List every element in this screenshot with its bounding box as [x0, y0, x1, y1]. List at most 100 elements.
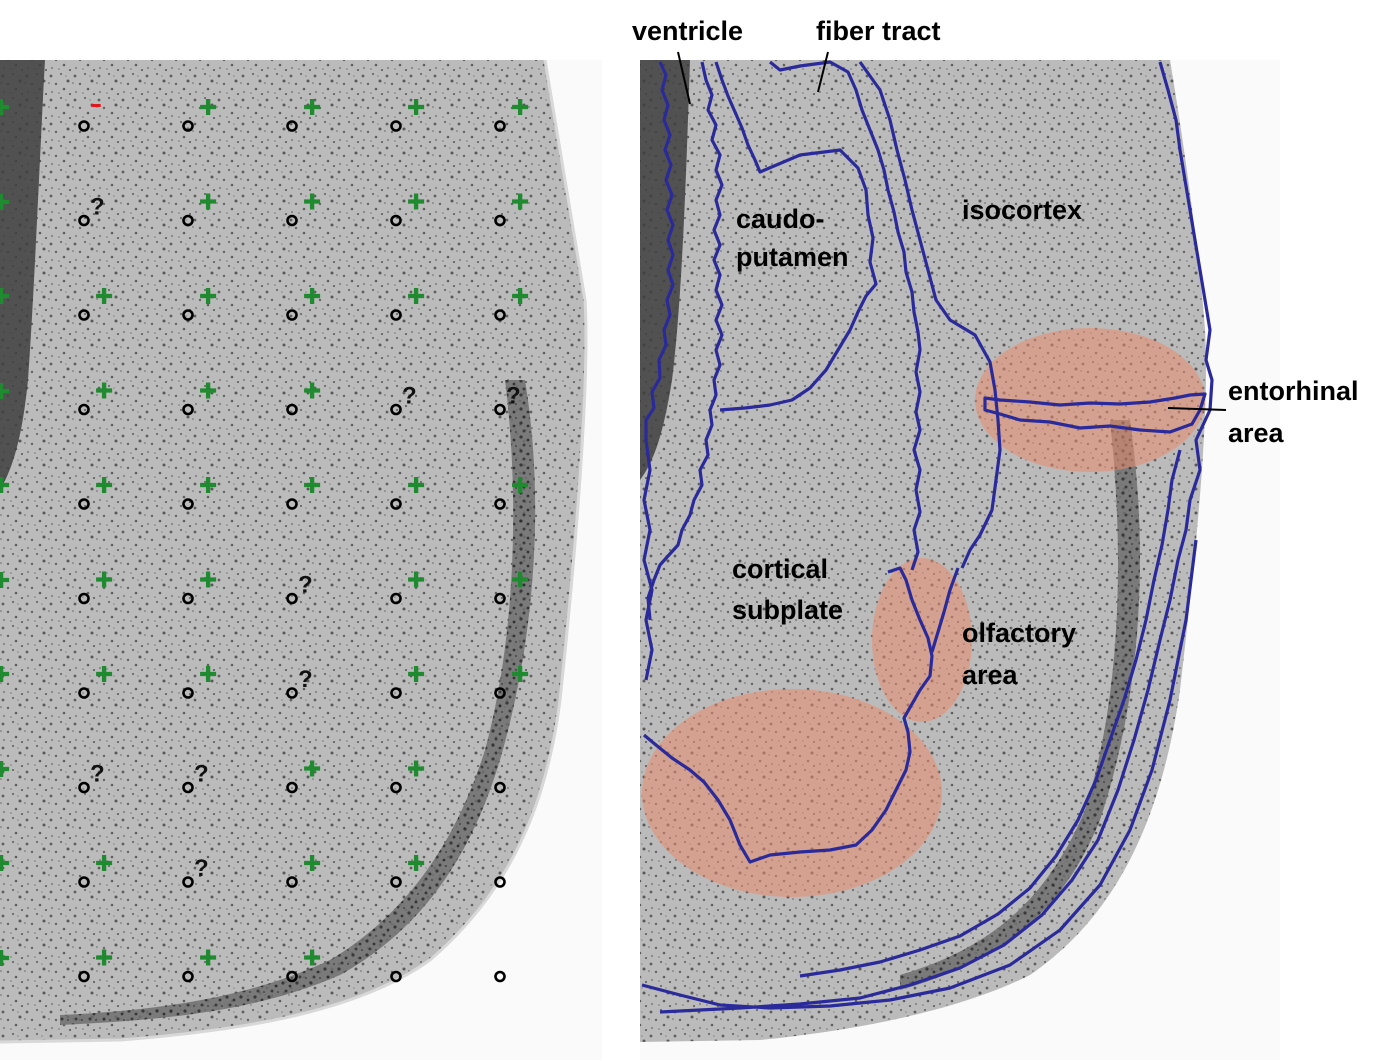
left-pial-outline: [0, 60, 588, 1044]
grid-point-circle: [286, 876, 298, 888]
plus-marker: ✚: [199, 191, 217, 216]
grid-point-circle: [182, 876, 194, 888]
left-edge-boundary: [642, 439, 654, 681]
grid-point-circle: [182, 781, 194, 794]
grid-point-circle: [286, 970, 298, 983]
fiber-tract-outer-boundary: [769, 60, 922, 571]
grid-point-circle: [286, 781, 298, 794]
plus-marker: ✚: [303, 852, 321, 877]
grid-point-circle: [78, 970, 90, 983]
olfactory-highlight: [872, 558, 972, 722]
grid-point-circle: [286, 120, 298, 132]
grid-point-circle: [78, 309, 90, 321]
olfactory-boundary: [642, 566, 934, 864]
label-caudoputamen-line2: putamen: [736, 242, 849, 272]
grid-point-circle: [286, 309, 298, 321]
plus-marker: ✚: [303, 96, 321, 121]
question-marker: ?: [194, 761, 209, 788]
edge-plus-marker: ✚: [0, 852, 10, 877]
plus-marker: ✚: [407, 96, 425, 121]
annotations: ventricle fiber tract isocortex caudo- p…: [632, 16, 1359, 690]
grid-point-circle: [494, 592, 506, 605]
grid-point-circle: [494, 687, 506, 699]
plus-marker: ✚: [95, 852, 113, 877]
grid-point-circle: [390, 214, 402, 227]
question-marker: ?: [506, 383, 521, 410]
question-marker: ?: [402, 383, 417, 410]
grid-point-circle: [494, 781, 506, 794]
grid-point-circle: [494, 309, 506, 321]
grid-point-circle: [390, 498, 402, 510]
plus-marker: ✚: [95, 474, 113, 499]
plus-marker: ✚: [511, 285, 529, 310]
isocortex-outer-boundary: [858, 61, 1002, 569]
plus-marker: ✚: [407, 569, 425, 594]
plus-marker: ✚: [407, 758, 425, 783]
plus-marker: ✚: [407, 474, 425, 499]
outer-pial-boundary: [659, 61, 1214, 1014]
grid-point-circle: [494, 970, 506, 983]
lower-pial-boundary: [641, 539, 1198, 1010]
edge-plus-marker: ✚: [0, 663, 10, 688]
grid-point-circle: [78, 403, 90, 416]
plus-marker: ✚: [95, 947, 113, 972]
plus-marker: ✚: [511, 569, 529, 594]
label-entorhinal-line2: area: [1228, 418, 1285, 448]
left-ventricle-shadow: [0, 60, 45, 490]
grid-point-circle: [390, 309, 402, 321]
plus-marker: ✚: [303, 285, 321, 310]
grid-point-circle: [182, 592, 194, 605]
cortical-subplate-highlight: [642, 689, 942, 897]
grid-point-circle: [78, 120, 90, 132]
grid-point-circle: [494, 876, 506, 888]
plus-marker: ✚: [407, 285, 425, 310]
plus-marker: ✚: [407, 852, 425, 877]
edge-plus-marker: ✚: [0, 758, 10, 783]
plus-marker: ✚: [303, 191, 321, 216]
plus-marker: ✚: [303, 758, 321, 783]
grid-point-circle: [286, 498, 298, 510]
grid-point-circle: [286, 592, 298, 605]
grid-point-circle: [78, 876, 90, 888]
minus-marker: –: [90, 90, 102, 118]
grid-point-circle: [182, 970, 194, 983]
plus-marker: ✚: [199, 663, 217, 688]
label-olfactory-line2: area: [962, 660, 1019, 690]
label-isocortex: isocortex: [962, 195, 1082, 225]
fiber-tract-inner-boundary: [646, 61, 724, 621]
grid-point-circle: [78, 592, 90, 605]
grid-point-circle: [78, 781, 90, 794]
question-marker: ?: [90, 761, 105, 788]
plus-marker: ✚: [303, 380, 321, 405]
plus-marker: ✚: [199, 380, 217, 405]
region-boundaries: [641, 60, 1214, 1014]
plus-marker: ✚: [95, 569, 113, 594]
grid-point-circle: [390, 120, 402, 132]
leader-fiber-tract: [817, 51, 829, 93]
grid-point-circle: [390, 592, 402, 605]
edge-plus-marker: ✚: [0, 96, 10, 121]
label-cortical-subplate-line1: cortical: [732, 554, 828, 584]
edge-plus-marker: ✚: [0, 380, 10, 405]
edge-plus-marker: ✚: [0, 474, 10, 499]
leader-entorhinal: [1167, 407, 1227, 411]
label-ventricle: ventricle: [632, 16, 743, 46]
edge-plus-marker: ✚: [0, 191, 10, 216]
grid-point-circle: [182, 498, 194, 510]
plus-marker: ✚: [511, 191, 529, 216]
grid-point-circle: [494, 214, 506, 227]
plus-marker: ✚: [95, 380, 113, 405]
grid-point-circle: [390, 687, 402, 699]
grid-point-circle: [390, 403, 402, 416]
grid-point-circle: [182, 403, 194, 416]
plus-marker: ✚: [407, 191, 425, 216]
plus-marker: ✚: [303, 947, 321, 972]
marker-grid: – ✚ ✚ ✚ ✚? ✚ ✚ ✚ ✚ ✚ ✚ ✚ ✚ ✚ ✚ ✚ ✚? ? ✚ ✚ ✚ ✚ ✚ ✚ ✚? ✚ ✚ ✚ ✚? ✚ ✚?? ✚ ✚ ✚…: [0, 90, 529, 983]
grid-point-circle: [182, 309, 194, 321]
label-entorhinal-line1: entorhinal: [1228, 376, 1359, 406]
plus-marker: ✚: [199, 947, 217, 972]
plus-marker: ✚: [511, 663, 529, 688]
leader-ventricle: [677, 51, 691, 105]
plus-marker: ✚: [407, 663, 425, 688]
